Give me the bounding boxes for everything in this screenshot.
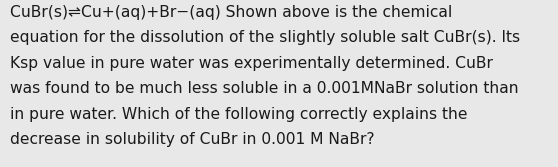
Text: equation for the dissolution of the slightly soluble salt CuBr(s). Its: equation for the dissolution of the slig… xyxy=(10,30,520,45)
Text: CuBr(s)⇌Cu+(aq)+Br−(aq) Shown above is the chemical: CuBr(s)⇌Cu+(aq)+Br−(aq) Shown above is t… xyxy=(10,5,453,20)
Text: Ksp value in pure water was experimentally determined. CuBr: Ksp value in pure water was experimental… xyxy=(10,56,493,71)
Text: decrease in solubility of CuBr in 0.001 M NaBr?: decrease in solubility of CuBr in 0.001 … xyxy=(10,132,374,147)
Text: was found to be much less soluble in a 0.001MNaBr solution than: was found to be much less soluble in a 0… xyxy=(10,81,519,96)
Text: in pure water. Which of the following correctly explains the: in pure water. Which of the following co… xyxy=(10,107,468,122)
